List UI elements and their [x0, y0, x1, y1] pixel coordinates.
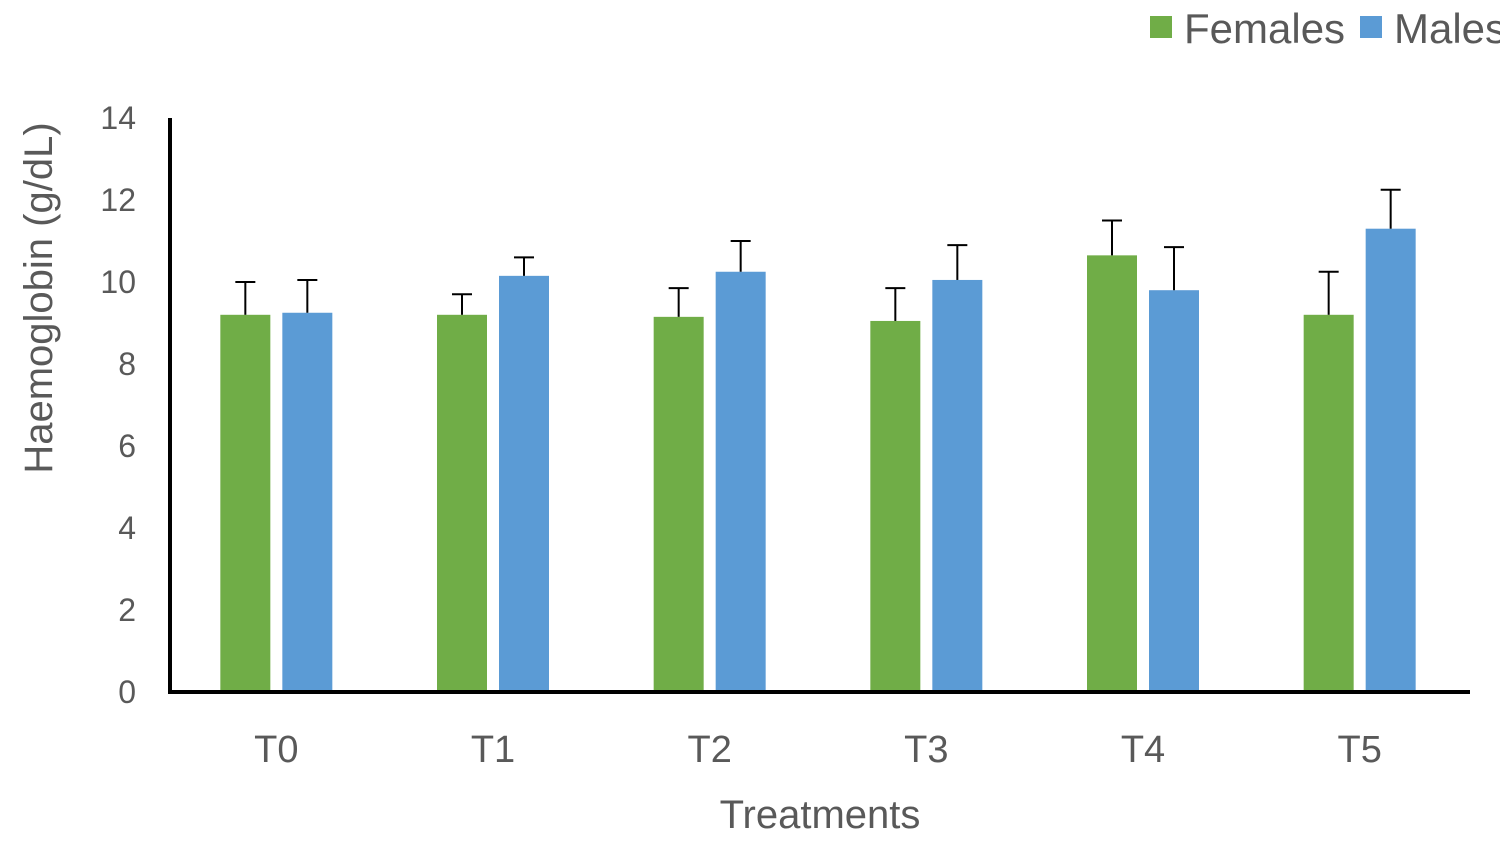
y-tick-label: 10: [100, 264, 136, 300]
bar-females-t0: [220, 314, 271, 692]
error-bar-females-t4: [1102, 219, 1122, 256]
x-tick-label: T1: [471, 729, 515, 771]
bar-females-t5: [1303, 314, 1354, 692]
y-tick-label: 6: [118, 428, 136, 464]
y-axis-title: Haemoglobin (g/dL): [17, 122, 61, 473]
error-bar-males-t2: [730, 240, 751, 272]
bar-females-t4: [1087, 255, 1137, 692]
bar-males-t4: [1149, 290, 1199, 692]
bar-females-t1: [437, 314, 487, 692]
error-bar-females-t2: [668, 287, 689, 317]
error-bar-males-t3: [947, 244, 968, 280]
y-tick-label: 2: [118, 592, 136, 628]
error-bar-females-t3: [885, 287, 906, 321]
y-tick-label: 14: [100, 100, 136, 136]
error-bar-males-t0: [297, 278, 318, 313]
x-tick-label: T4: [1121, 729, 1165, 771]
x-tick-label: T2: [687, 729, 731, 771]
bar-males-t5: [1365, 228, 1416, 692]
error-bar-males-t1: [514, 256, 534, 276]
error-bar-females-t1: [452, 293, 472, 315]
legend: Females Males: [1150, 5, 1500, 52]
y-tick-label: 8: [118, 346, 136, 382]
y-tick-label: 4: [118, 510, 136, 546]
x-axis-title: Treatments: [720, 793, 921, 837]
legend-label-males: Males: [1394, 5, 1500, 52]
bars-layer: [220, 228, 1416, 692]
x-tick-label: T5: [1337, 729, 1381, 771]
y-tick-label: 0: [118, 674, 136, 710]
y-tick-label: 12: [100, 182, 136, 218]
bar-males-t1: [499, 275, 549, 692]
bar-males-t3: [932, 279, 983, 692]
error-bar-males-t5: [1380, 188, 1401, 229]
bar-males-t0: [282, 312, 333, 692]
x-tick-labels: T0 T1 T2 T3 T4 T5: [254, 729, 1382, 771]
bar-females-t3: [870, 320, 921, 692]
error-bar-females-t0: [235, 281, 256, 315]
bar-females-t2: [653, 316, 704, 692]
error-bars-layer: [235, 188, 1401, 321]
error-bar-males-t4: [1164, 246, 1184, 291]
y-tick-labels: 0 2 4 6 8 10 12 14: [100, 100, 136, 710]
error-bar-females-t5: [1318, 270, 1339, 315]
legend-label-females: Females: [1184, 5, 1345, 52]
legend-swatch-females: [1150, 16, 1172, 38]
bar-males-t2: [715, 271, 766, 692]
x-tick-label: T3: [904, 729, 948, 771]
legend-swatch-males: [1360, 16, 1382, 38]
x-tick-label: T0: [254, 729, 298, 771]
